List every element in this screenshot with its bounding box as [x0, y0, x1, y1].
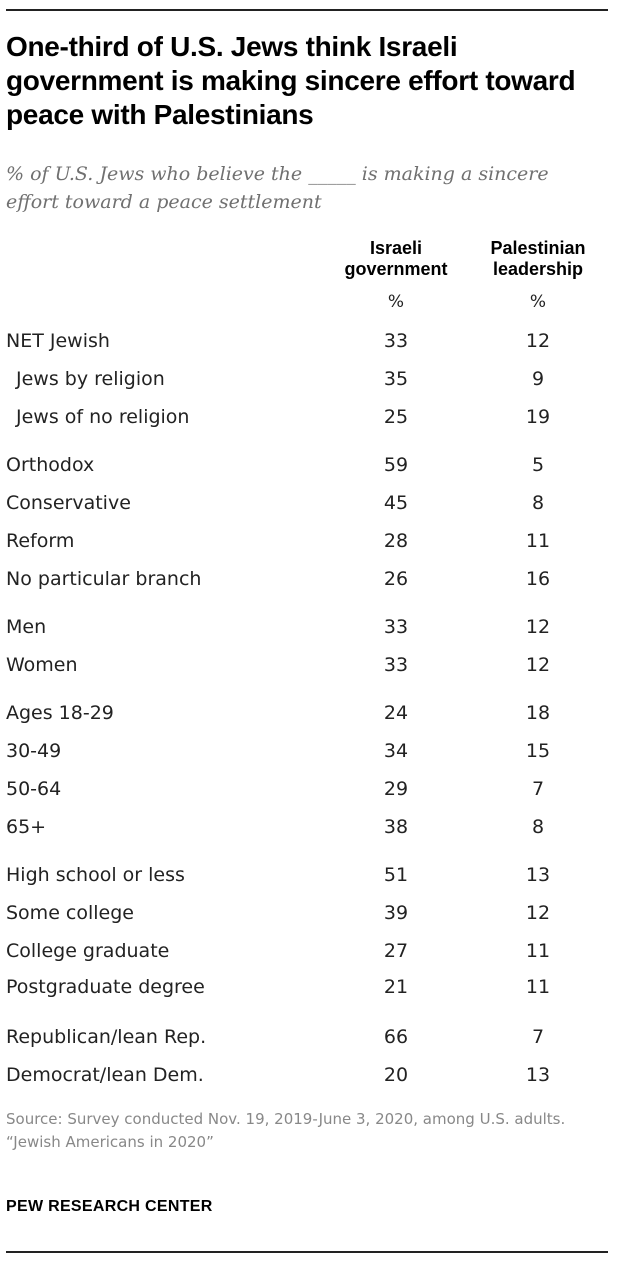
israeli-government-value: 20 [383, 1064, 409, 1086]
table-row: Orthodox 59 5 [0, 450, 620, 480]
row-label: Democrat/lean Dem. [6, 1064, 204, 1086]
table-row: Democrat/lean Dem. 20 13 [0, 1060, 620, 1090]
row-label: Men [6, 616, 47, 638]
table-row: Postgraduate degree 21 11 [0, 972, 620, 1002]
brand-label: PEW RESEARCH CENTER [6, 1198, 213, 1215]
row-label: Postgraduate degree [6, 976, 205, 998]
palestinian-leadership-value: 5 [531, 454, 545, 476]
row-label: 65+ [6, 816, 47, 838]
chart-title: One-third of U.S. Jews think Israeli gov… [6, 31, 576, 130]
row-label: Jews by religion [16, 368, 165, 390]
row-label: Orthodox [6, 454, 95, 476]
row-label: Reform [6, 530, 75, 552]
table-row: Conservative 45 8 [0, 488, 620, 518]
row-label: 50-64 [6, 778, 62, 800]
israeli-government-value: 27 [383, 940, 409, 962]
israeli-government-value: 45 [383, 492, 409, 514]
table-row: No particular branch 26 16 [0, 564, 620, 594]
row-label: No particular branch [6, 568, 202, 590]
palestinian-leadership-value: 11 [525, 530, 551, 552]
table-row: Women 33 12 [0, 650, 620, 680]
palestinian-leadership-value: 12 [525, 616, 551, 638]
chart-subtitle: % of U.S. Jews who believe the _____ is … [6, 163, 549, 213]
israeli-government-value: 28 [383, 530, 409, 552]
table-row: High school or less 51 13 [0, 860, 620, 890]
israeli-government-value: 39 [383, 902, 409, 924]
israeli-government-value: 34 [383, 740, 409, 762]
israeli-government-value: 33 [383, 330, 409, 352]
palestinian-leadership-value: 8 [531, 816, 545, 838]
palestinian-leadership-value: 9 [531, 368, 545, 390]
israeli-government-value: 25 [383, 406, 409, 428]
israeli-government-value: 59 [383, 454, 409, 476]
row-label: College graduate [6, 940, 170, 962]
israeli-government-value: 38 [383, 816, 409, 838]
row-label: NET Jewish [6, 330, 110, 352]
top-rule [6, 9, 608, 11]
source-note: Source: Survey conducted Nov. 19, 2019-J… [6, 1108, 606, 1154]
row-label: Conservative [6, 492, 131, 514]
table-row: College graduate 27 11 [0, 936, 620, 966]
palestinian-leadership-value: 13 [525, 1064, 551, 1086]
row-label: Women [6, 654, 78, 676]
row-label: Jews of no religion [16, 406, 190, 428]
table-row: Some college 39 12 [0, 898, 620, 928]
column-unit-israeli-government: % [387, 292, 405, 312]
row-label: High school or less [6, 864, 185, 886]
palestinian-leadership-value: 19 [525, 406, 551, 428]
row-label: Some college [6, 902, 134, 924]
palestinian-leadership-value: 8 [531, 492, 545, 514]
palestinian-leadership-value: 11 [525, 976, 551, 998]
israeli-government-value: 51 [383, 864, 409, 886]
palestinian-leadership-value: 12 [525, 654, 551, 676]
palestinian-leadership-value: 12 [525, 902, 551, 924]
column-unit-palestinian-leadership: % [529, 292, 547, 312]
palestinian-leadership-value: 15 [525, 740, 551, 762]
table-row: Reform 28 11 [0, 526, 620, 556]
table-row: Ages 18-29 24 18 [0, 698, 620, 728]
table-row: Jews by religion 35 9 [0, 364, 620, 394]
palestinian-leadership-value: 11 [525, 940, 551, 962]
table-row: Republican/lean Rep. 66 7 [0, 1022, 620, 1052]
israeli-government-value: 24 [383, 702, 409, 724]
table-row: Men 33 12 [0, 612, 620, 642]
row-label: Ages 18-29 [6, 702, 114, 724]
israeli-government-value: 21 [383, 976, 409, 998]
report-title: “Jewish Americans in 2020” [6, 1133, 214, 1151]
table-row: NET Jewish 33 12 [0, 326, 620, 356]
palestinian-leadership-value: 16 [525, 568, 551, 590]
table-row: 30-49 34 15 [0, 736, 620, 766]
column-header-israeli-government: Israeli government [344, 238, 448, 279]
palestinian-leadership-value: 7 [531, 778, 545, 800]
israeli-government-value: 33 [383, 654, 409, 676]
table-row: 65+ 38 8 [0, 812, 620, 842]
israeli-government-value: 29 [383, 778, 409, 800]
palestinian-leadership-value: 18 [525, 702, 551, 724]
palestinian-leadership-value: 12 [525, 330, 551, 352]
column-header-palestinian-leadership: Palestinian leadership [490, 238, 586, 279]
israeli-government-value: 33 [383, 616, 409, 638]
israeli-government-value: 66 [383, 1026, 409, 1048]
bottom-rule [6, 1251, 608, 1253]
palestinian-leadership-value: 7 [531, 1026, 545, 1048]
table-row: Jews of no religion 25 19 [0, 402, 620, 432]
israeli-government-value: 26 [383, 568, 409, 590]
row-label: 30-49 [6, 740, 62, 762]
table-row: 50-64 29 7 [0, 774, 620, 804]
row-label: Republican/lean Rep. [6, 1026, 207, 1048]
israeli-government-value: 35 [383, 368, 409, 390]
source-text: Source: Survey conducted Nov. 19, 2019-J… [6, 1110, 566, 1128]
palestinian-leadership-value: 13 [525, 864, 551, 886]
